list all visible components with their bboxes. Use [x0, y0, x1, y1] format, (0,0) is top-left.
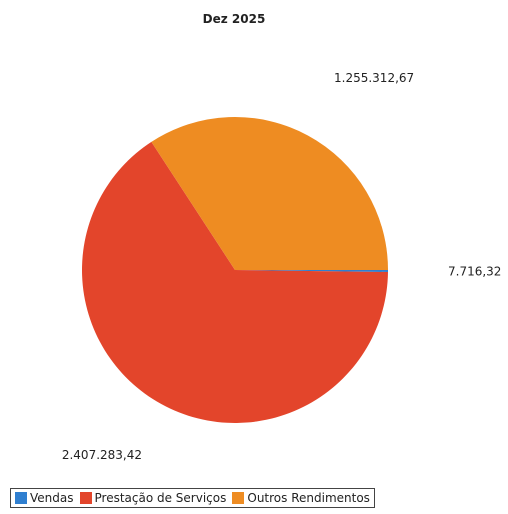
legend-label-prestacao: Prestação de Serviços: [94, 491, 227, 505]
legend-label-outros: Outros Rendimentos: [247, 491, 370, 505]
legend-item-vendas: Vendas: [15, 491, 74, 505]
data-label-vendas: 7.716,32: [448, 264, 501, 278]
data-label-outros: 1.255.312,67: [334, 71, 414, 85]
legend-item-outros: Outros Rendimentos: [232, 491, 370, 505]
chart-title: Dez 2025: [202, 12, 266, 26]
pie-chart: 7.716,32 2.407.283,42 1.255.312,67: [62, 71, 502, 462]
legend-swatch-vendas: [15, 492, 27, 504]
chart-legend: Vendas Prestação de Serviços Outros Rend…: [10, 488, 375, 508]
legend-swatch-prestacao: [79, 492, 92, 504]
slice-vendas: [235, 270, 389, 273]
slice-outros: [151, 117, 388, 270]
legend-swatch-outros: [232, 492, 245, 504]
legend-label-vendas: Vendas: [30, 491, 74, 505]
data-label-prestacao: 2.407.283,42: [62, 448, 142, 462]
slice-prestacao: [82, 141, 388, 424]
legend-item-prestacao: Prestação de Serviços: [79, 491, 227, 505]
